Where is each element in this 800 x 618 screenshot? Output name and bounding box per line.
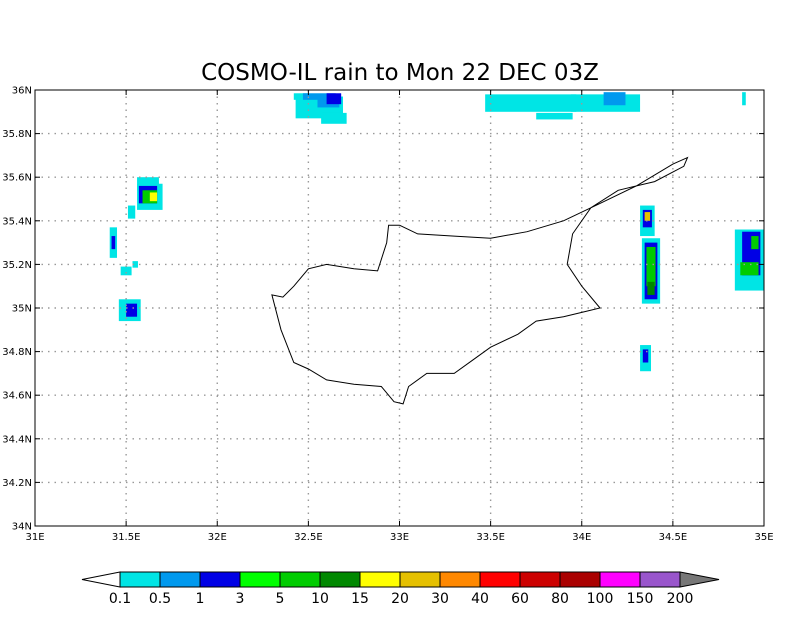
rain-cell	[485, 94, 577, 112]
colorbar-swatch	[599, 571, 641, 588]
y-tick-label: 35.8N	[2, 129, 32, 140]
y-tick-label: 34.2N	[2, 478, 32, 489]
rain-cell	[646, 246, 656, 287]
x-tick-label: 34.5E	[659, 532, 688, 543]
y-axis-ticks: 34N 34.2N 34.4N 34.6N 34.8N 35N 35.2N 35.4N 35.6…	[2, 86, 764, 533]
coastline-path	[271, 156, 689, 405]
colorbar-label: 0.5	[149, 591, 171, 607]
colorbar-label: 3	[236, 591, 245, 607]
x-tick-label: 32.5E	[294, 532, 323, 543]
y-tick-label: 35N	[12, 304, 32, 315]
coastline-cyprus	[271, 156, 689, 405]
colorbar-swatch	[319, 571, 361, 588]
x-axis-ticks: 31E 31.5E 32E 32.5E 33E 33.5E 34E 34.5E 35E	[25, 90, 774, 543]
rain-cell	[751, 236, 759, 250]
rain-cell	[132, 261, 138, 268]
y-tick-label: 35.4N	[2, 216, 32, 227]
rain-cell	[302, 93, 336, 100]
colorbar-label: 60	[511, 591, 529, 607]
rain-cell	[740, 262, 759, 276]
colorbar-label: 20	[391, 591, 409, 607]
colorbar-label: 100	[587, 591, 614, 607]
x-tick-label: 34E	[572, 532, 591, 543]
rain-cell	[126, 303, 138, 317]
y-tick-label: 35.2N	[2, 260, 32, 271]
rain-field	[109, 92, 764, 372]
colorbar-over-arrow	[679, 571, 720, 588]
x-tick-label: 35E	[754, 532, 773, 543]
rain-cell	[326, 93, 342, 105]
colorbar-label: 10	[311, 591, 329, 607]
colorbar: 0.1 0.5 1 3 5 10 15 20 30 40 60 80 100 150 200	[81, 571, 720, 607]
rain-cell	[120, 266, 132, 276]
y-tick-label: 36N	[12, 86, 32, 97]
colorbar-swatch	[479, 571, 521, 588]
x-tick-label: 33E	[390, 532, 409, 543]
rain-cell	[642, 349, 649, 363]
y-tick-label: 34.6N	[2, 391, 32, 402]
colorbar-label: 15	[351, 591, 369, 607]
x-tick-label: 31E	[25, 532, 44, 543]
colorbar-label: 200	[667, 591, 694, 607]
colorbar-swatch	[119, 571, 161, 588]
colorbar-swatch	[399, 571, 441, 588]
colorbar-swatch	[559, 571, 601, 588]
colorbar-swatch	[159, 571, 201, 588]
colorbar-swatch	[639, 571, 681, 588]
rain-cell	[644, 212, 651, 221]
colorbar-swatch	[359, 571, 401, 588]
y-tick-label: 34N	[12, 522, 32, 533]
colorbar-swatch	[519, 571, 561, 588]
colorbar-label: 5	[276, 591, 285, 607]
colorbar-swatch	[239, 571, 281, 588]
y-tick-label: 35.6N	[2, 173, 32, 184]
x-tick-label: 32E	[208, 532, 227, 543]
y-tick-label: 34.8N	[2, 347, 32, 358]
rain-cell	[127, 205, 136, 219]
rain-cell	[149, 192, 158, 202]
gridlines	[35, 90, 764, 526]
colorbar-label: 150	[627, 591, 654, 607]
rain-cell	[647, 281, 655, 295]
x-tick-label: 31.5E	[112, 532, 141, 543]
colorbar-label: 0.1	[109, 591, 131, 607]
colorbar-label: 80	[551, 591, 569, 607]
colorbar-label: 30	[431, 591, 449, 607]
rain-cell	[742, 92, 746, 106]
rain-cell	[536, 112, 573, 120]
colorbar-label: 40	[471, 591, 489, 607]
rain-cell	[111, 236, 116, 250]
map-title: COSMO-IL rain to Mon 22 DEC 03Z	[201, 60, 599, 86]
colorbar-swatch	[199, 571, 241, 588]
rain-cell	[603, 92, 626, 106]
rain-cell	[321, 112, 347, 124]
colorbar-swatch	[279, 571, 321, 588]
x-tick-label: 33.5E	[476, 532, 505, 543]
colorbar-under-arrow	[81, 571, 121, 588]
colorbar-swatch	[439, 571, 481, 588]
colorbar-label: 1	[196, 591, 205, 607]
rain-cell	[293, 93, 309, 100]
y-tick-label: 34.4N	[2, 434, 32, 445]
